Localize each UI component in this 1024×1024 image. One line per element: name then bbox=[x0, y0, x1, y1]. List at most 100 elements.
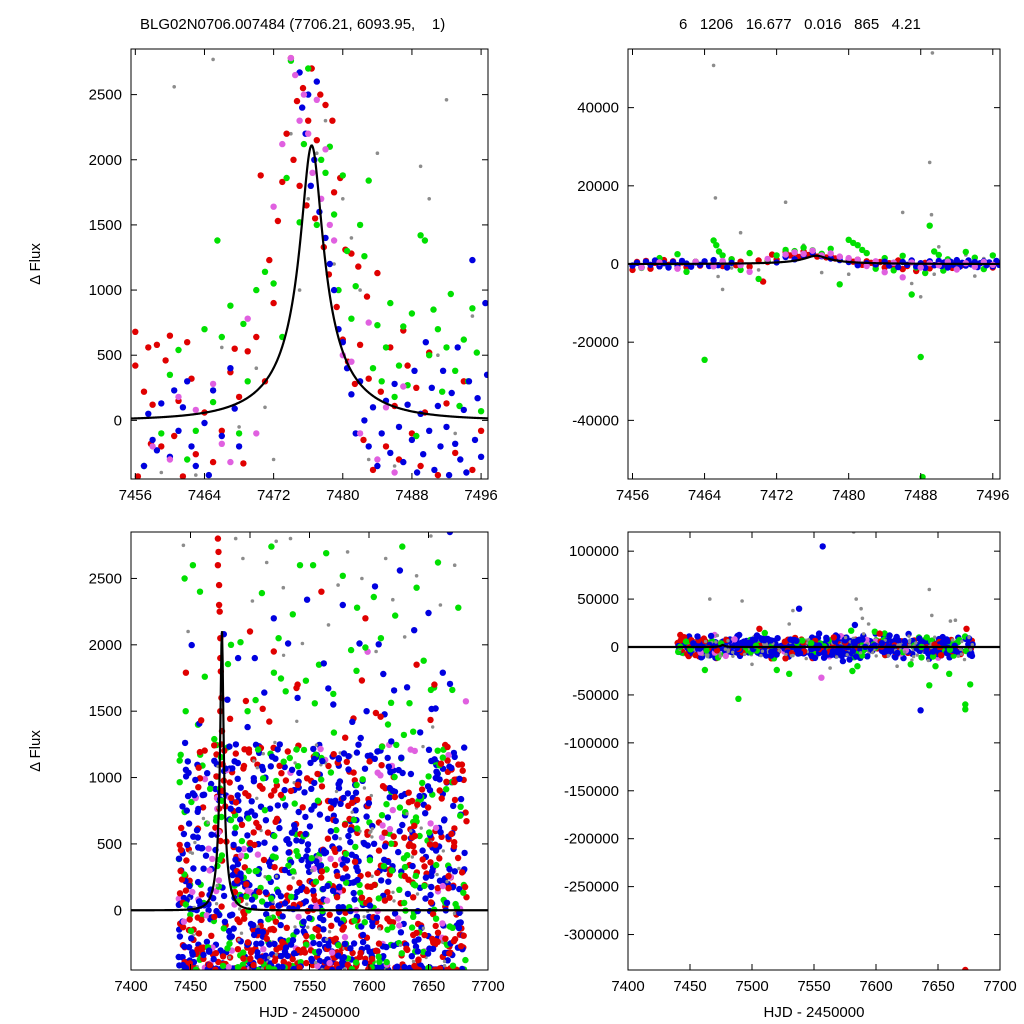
cloud-point-green bbox=[391, 773, 398, 781]
cloud-point-blue bbox=[272, 845, 279, 852]
cloud-point-gray bbox=[201, 816, 206, 821]
cloud-point-blue bbox=[332, 834, 339, 841]
cloud-point-green bbox=[425, 773, 432, 780]
data-point-green bbox=[275, 635, 282, 642]
cloud-point-blue bbox=[304, 862, 312, 870]
cloud-point-gray bbox=[256, 925, 260, 929]
cloud-point-red bbox=[451, 778, 458, 786]
cloud-point-red bbox=[212, 966, 219, 970]
cloud-point-blue bbox=[343, 857, 351, 864]
cloud-point-blue bbox=[199, 844, 206, 852]
cloud-point-blue bbox=[443, 899, 451, 906]
cloud-point-blue bbox=[878, 640, 886, 647]
cloud-point-red bbox=[405, 789, 412, 796]
cloud-point-blue bbox=[188, 641, 195, 649]
cloud-point-blue bbox=[929, 648, 937, 655]
cloud-point-red bbox=[314, 770, 321, 778]
data-point-green bbox=[399, 543, 406, 550]
cloud-point-gray bbox=[958, 647, 963, 651]
cloud-point-blue bbox=[308, 785, 315, 792]
data-point-blue bbox=[192, 462, 199, 470]
cloud-point-gray bbox=[245, 902, 249, 906]
cloud-point-blue bbox=[939, 633, 946, 641]
cloud-point-red bbox=[242, 697, 250, 705]
cloud-point-red bbox=[429, 935, 436, 943]
x-tick-label: 7480 bbox=[832, 487, 865, 504]
data-point-red bbox=[355, 263, 362, 270]
cloud-point-blue bbox=[353, 749, 361, 756]
data-point-green bbox=[989, 252, 996, 259]
data-point-green bbox=[746, 249, 753, 257]
data-point-green bbox=[258, 589, 266, 597]
data-point-magenta bbox=[746, 268, 753, 275]
cloud-point-red bbox=[177, 867, 184, 875]
cloud-point-blue bbox=[455, 924, 463, 932]
cloud-point-blue bbox=[385, 858, 392, 865]
cloud-point-blue bbox=[363, 813, 370, 820]
cloud-point-red bbox=[311, 896, 318, 903]
data-point-blue bbox=[471, 436, 479, 444]
data-point-gray bbox=[929, 212, 934, 217]
y-tick-label: 2000 bbox=[89, 152, 122, 169]
cloud-point-blue bbox=[347, 838, 354, 846]
cloud-point-blue bbox=[378, 877, 385, 884]
cloud-point-red bbox=[282, 777, 290, 784]
cloud-point-blue bbox=[322, 849, 330, 856]
cloud-point-red bbox=[303, 775, 311, 782]
cloud-point-red bbox=[276, 762, 283, 769]
cloud-point-red bbox=[410, 894, 417, 901]
data-point-green bbox=[719, 252, 726, 259]
data-point-blue bbox=[205, 471, 212, 479]
data-point-red bbox=[266, 256, 273, 264]
cloud-point-red bbox=[256, 782, 264, 790]
data-point-gray bbox=[713, 196, 718, 200]
cloud-point-red bbox=[286, 884, 293, 891]
data-point-red bbox=[413, 661, 420, 668]
data-point-magenta bbox=[175, 393, 182, 401]
cloud-point-red bbox=[201, 747, 208, 754]
star-id-header: BLG02N0706.007484 (7706.21, 6093.95, 1) bbox=[140, 16, 446, 33]
data-point-green bbox=[353, 604, 361, 611]
data-point-blue bbox=[363, 708, 370, 715]
data-point-green bbox=[343, 247, 351, 255]
cloud-point-blue bbox=[329, 887, 337, 894]
cloud-point-blue bbox=[207, 780, 215, 788]
data-point-blue bbox=[886, 632, 893, 639]
cloud-point-blue bbox=[450, 749, 458, 757]
cloud-point-blue bbox=[254, 949, 261, 956]
data-point-green bbox=[335, 286, 342, 294]
cloud-point-blue bbox=[205, 907, 212, 914]
cloud-point-gray bbox=[718, 654, 722, 658]
data-point-blue bbox=[723, 264, 731, 271]
data-point-green bbox=[201, 673, 208, 680]
data-point-magenta bbox=[149, 443, 156, 450]
data-point-blue bbox=[710, 256, 717, 264]
data-point-gray bbox=[383, 556, 388, 561]
cloud-point-blue bbox=[300, 918, 307, 925]
cloud-point-red bbox=[196, 748, 204, 756]
cloud-point-blue bbox=[359, 931, 367, 939]
cloud-point-blue bbox=[821, 649, 828, 656]
data-point-green bbox=[890, 267, 897, 274]
data-point-green bbox=[434, 326, 442, 333]
cloud-point-blue bbox=[179, 954, 186, 961]
data-point-gray bbox=[181, 543, 186, 548]
cloud-point-green bbox=[270, 669, 278, 676]
data-point-red bbox=[294, 681, 301, 688]
cloud-point-green bbox=[353, 781, 360, 789]
cloud-point-magenta bbox=[722, 652, 729, 660]
cloud-point-blue bbox=[279, 913, 286, 920]
data-point-blue bbox=[687, 263, 695, 270]
data-point-red bbox=[318, 588, 325, 595]
cloud-point-blue bbox=[966, 651, 974, 658]
cloud-point-gray bbox=[910, 658, 914, 662]
cloud-point-green bbox=[289, 868, 297, 875]
data-point-blue bbox=[145, 410, 152, 417]
cloud-point-red bbox=[301, 949, 309, 956]
data-point-magenta bbox=[322, 146, 329, 153]
data-point-red bbox=[303, 202, 310, 209]
data-point-red bbox=[246, 628, 254, 635]
cloud-point-green bbox=[288, 893, 295, 900]
data-point-magenta bbox=[971, 263, 978, 270]
cloud-point-green bbox=[227, 816, 235, 824]
